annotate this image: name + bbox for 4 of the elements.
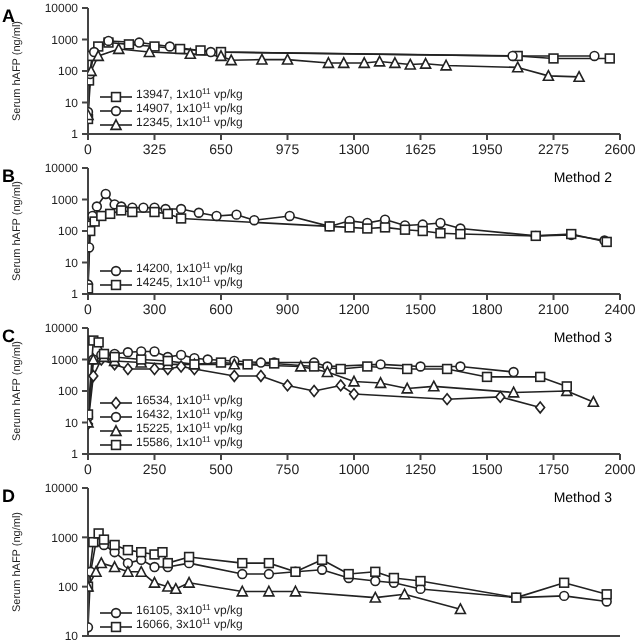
chart-title: C	[2, 326, 15, 346]
chart-title: A	[2, 6, 15, 26]
chart-title: B	[2, 166, 15, 186]
chart-title: D	[2, 486, 15, 506]
